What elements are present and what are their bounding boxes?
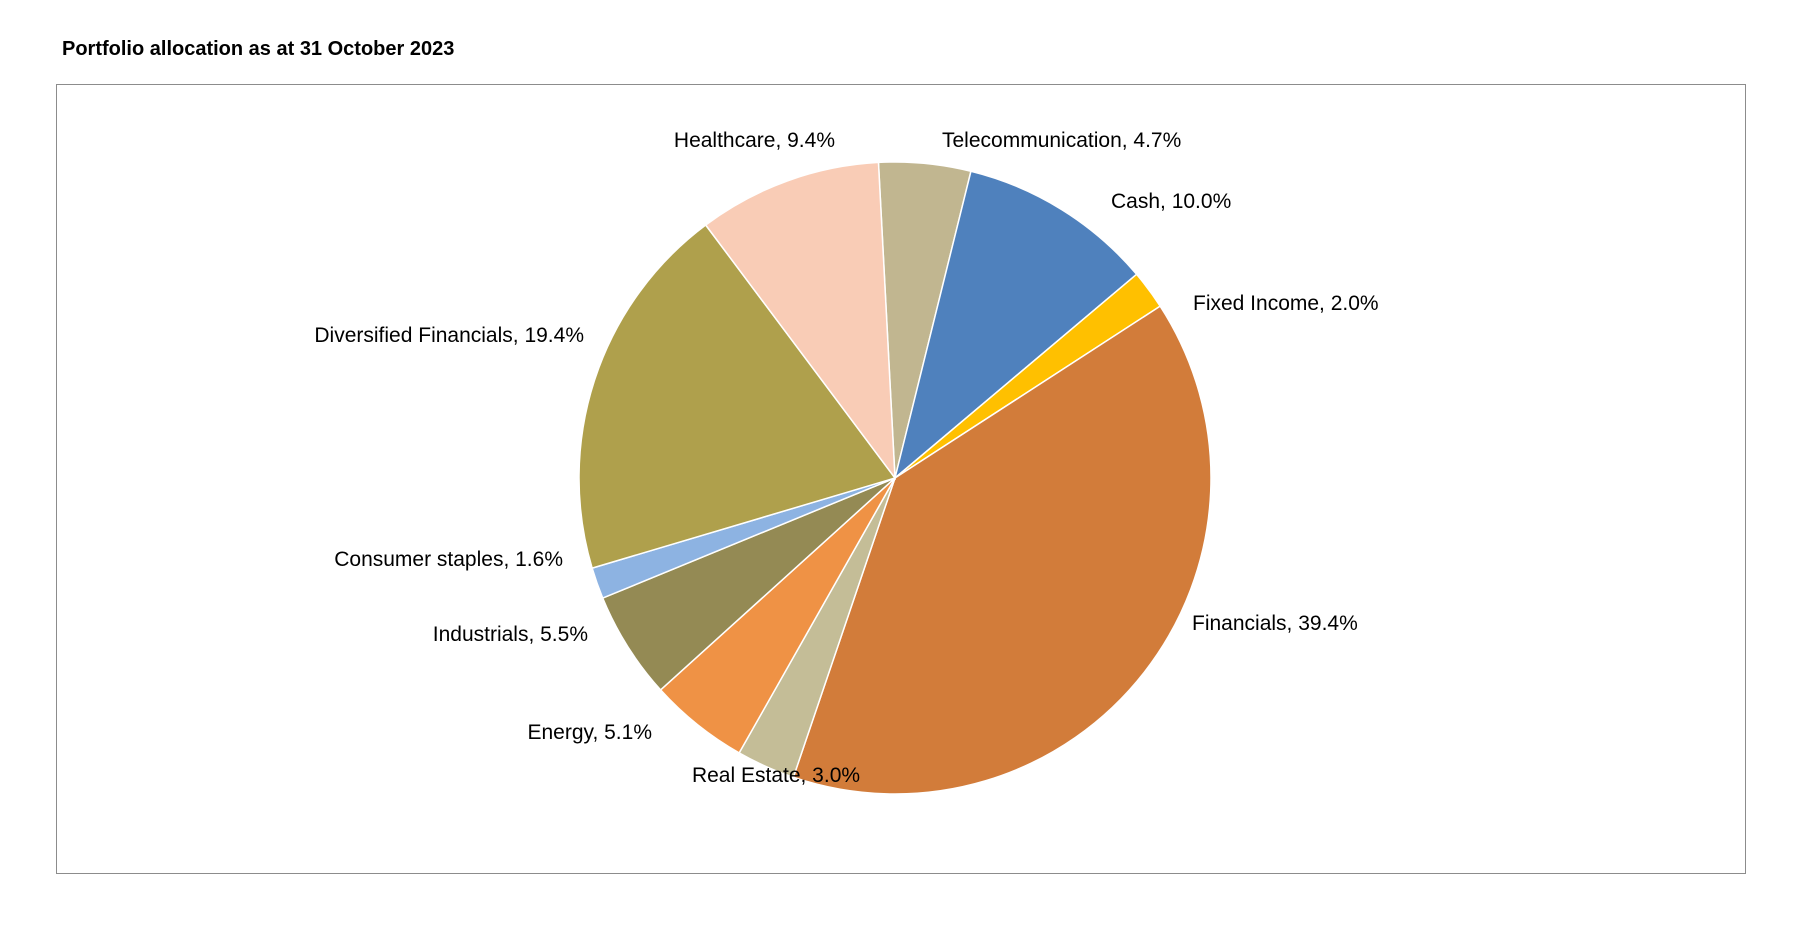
pie-slice-diversified-financials — [578, 223, 897, 570]
pie-slice-cash — [893, 170, 1138, 481]
pie-slice-financials — [792, 305, 1212, 795]
slice-label-energy: Energy, 5.1% — [527, 721, 652, 744]
slice-label-telecommunication: Telecommunication, 4.7% — [942, 129, 1181, 152]
slice-label-cash: Cash, 10.0% — [1111, 190, 1231, 213]
slice-label-consumer-staples: Consumer staples, 1.6% — [334, 548, 563, 571]
slice-label-real-estate: Real Estate, 3.0% — [692, 764, 860, 787]
slice-label-healthcare: Healthcare, 9.4% — [674, 129, 835, 152]
slice-label-diversified-financials: Diversified Financials, 19.4% — [314, 324, 584, 347]
slice-label-financials: Financials, 39.4% — [1192, 612, 1358, 635]
slice-label-fixed-income: Fixed Income, 2.0% — [1193, 292, 1379, 315]
slice-label-industrials: Industrials, 5.5% — [433, 623, 588, 646]
pie-slice-healthcare — [704, 161, 896, 481]
chart-frame — [56, 84, 1746, 874]
chart-title: Portfolio allocation as at 31 October 20… — [62, 38, 455, 60]
